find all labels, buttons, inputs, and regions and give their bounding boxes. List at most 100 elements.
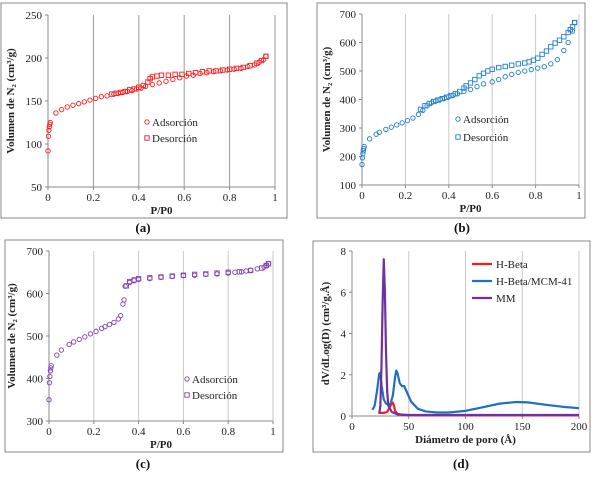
data-point — [561, 47, 567, 54]
data-point — [76, 336, 82, 343]
x-tick-label: 0.8 — [529, 190, 543, 202]
x-tick-label: 0 — [349, 421, 355, 433]
data-point — [186, 70, 192, 77]
x-tick-label: 100 — [457, 421, 474, 433]
data-point — [361, 143, 367, 150]
y-tick-label: 300 — [27, 416, 44, 428]
data-point — [226, 66, 233, 72]
y-tick-label: 50 — [31, 182, 43, 194]
y-tick-label: 4 — [341, 329, 347, 341]
panel-d: 0 50 100 150 200 0 2 4 6 8 Diámetro de poro (Å) dV/… — [312, 240, 591, 471]
data-point — [359, 161, 365, 168]
data-point — [48, 363, 54, 369]
data-point — [145, 79, 151, 85]
data-point — [509, 71, 515, 78]
legend-marker — [144, 135, 150, 141]
panel-frame — [312, 240, 591, 453]
data-point — [214, 270, 220, 276]
data-point — [554, 56, 560, 63]
y-axis-label: Volumen de N₂ (cm³/g) — [321, 46, 333, 152]
data-point — [247, 63, 253, 69]
data-point — [220, 67, 226, 73]
y-tick-label: 100 — [340, 180, 357, 192]
x-tick-label: 0.6 — [177, 426, 191, 438]
data-point — [502, 74, 508, 80]
x-tick-label: 0.8 — [221, 426, 235, 438]
data-point — [383, 126, 389, 133]
data-point — [548, 61, 554, 67]
legend-label: Desorción — [152, 133, 198, 145]
panel-frame — [316, 2, 586, 219]
x-tick-label: 0.4 — [132, 192, 146, 204]
y-tick-label: 8 — [341, 246, 347, 258]
data-point — [58, 106, 65, 113]
y-tick-label: 500 — [27, 331, 44, 343]
y-tick-label: 200 — [26, 53, 43, 65]
y-tick-label: 150 — [26, 96, 43, 108]
data-point — [417, 106, 424, 113]
x-axis-label: P/P0 — [150, 439, 172, 451]
data-point — [66, 341, 72, 348]
data-point — [46, 380, 53, 386]
series-mm — [378, 258, 579, 417]
y-tick-label: 200 — [340, 152, 357, 164]
legend-label: Adsorción — [463, 114, 509, 126]
data-point — [163, 78, 169, 84]
data-point — [93, 328, 99, 334]
data-point — [53, 110, 59, 116]
data-point — [102, 323, 108, 330]
x-axis-label: P/P0 — [151, 205, 173, 217]
y-tick-label: 700 — [27, 246, 44, 258]
y-tick-label: 100 — [26, 139, 43, 151]
y-tick-label: 6 — [341, 287, 347, 299]
data-point — [93, 95, 99, 102]
data-point — [472, 76, 478, 83]
data-point — [126, 278, 133, 285]
data-point — [422, 103, 428, 109]
y-tick-label: 0 — [341, 411, 347, 423]
data-point — [199, 69, 206, 75]
data-point — [539, 51, 545, 58]
x-tick-label: 0.2 — [399, 190, 413, 202]
data-point — [213, 68, 219, 74]
y-axis-label: Volumen de N₂ (cm³/g) — [5, 48, 17, 154]
data-point — [522, 68, 528, 74]
x-tick-label: 0.2 — [87, 192, 101, 204]
legend-label: Desorción — [192, 390, 238, 402]
x-tick-label: 150 — [514, 421, 531, 433]
data-point — [46, 397, 52, 403]
data-point — [165, 72, 171, 78]
data-point — [170, 76, 176, 83]
data-point — [522, 60, 528, 66]
x-tick-label: 1 — [270, 426, 276, 438]
data-point — [565, 39, 571, 46]
data-point — [118, 312, 124, 319]
data-point — [70, 102, 76, 108]
y-tick-label: 2 — [341, 370, 347, 382]
data-point — [54, 352, 60, 358]
data-point — [225, 269, 231, 275]
x-tick-label: 0 — [46, 426, 52, 438]
data-point — [474, 84, 480, 90]
x-tick-label: 0.2 — [87, 426, 101, 438]
data-point — [47, 368, 53, 374]
data-point — [47, 373, 53, 380]
legend-label: Adsorción — [192, 374, 238, 386]
panel-frame — [4, 239, 284, 453]
x-tick-label: 1 — [576, 190, 582, 202]
data-point — [81, 99, 87, 105]
data-point — [147, 275, 153, 281]
panel-caption: (c) — [136, 456, 150, 471]
data-point — [515, 69, 521, 76]
series-desorci-n — [123, 261, 272, 289]
x-tick-label: 50 — [403, 421, 415, 433]
data-point — [399, 120, 405, 126]
legend-label: H-Beta/MCM-41 — [496, 276, 572, 288]
data-point — [203, 271, 209, 277]
data-point — [548, 44, 554, 50]
data-point — [561, 34, 567, 40]
series-desorci-n — [417, 19, 578, 113]
data-point — [233, 65, 240, 71]
x-tick-label: 0.6 — [485, 190, 499, 202]
data-point — [121, 297, 127, 303]
